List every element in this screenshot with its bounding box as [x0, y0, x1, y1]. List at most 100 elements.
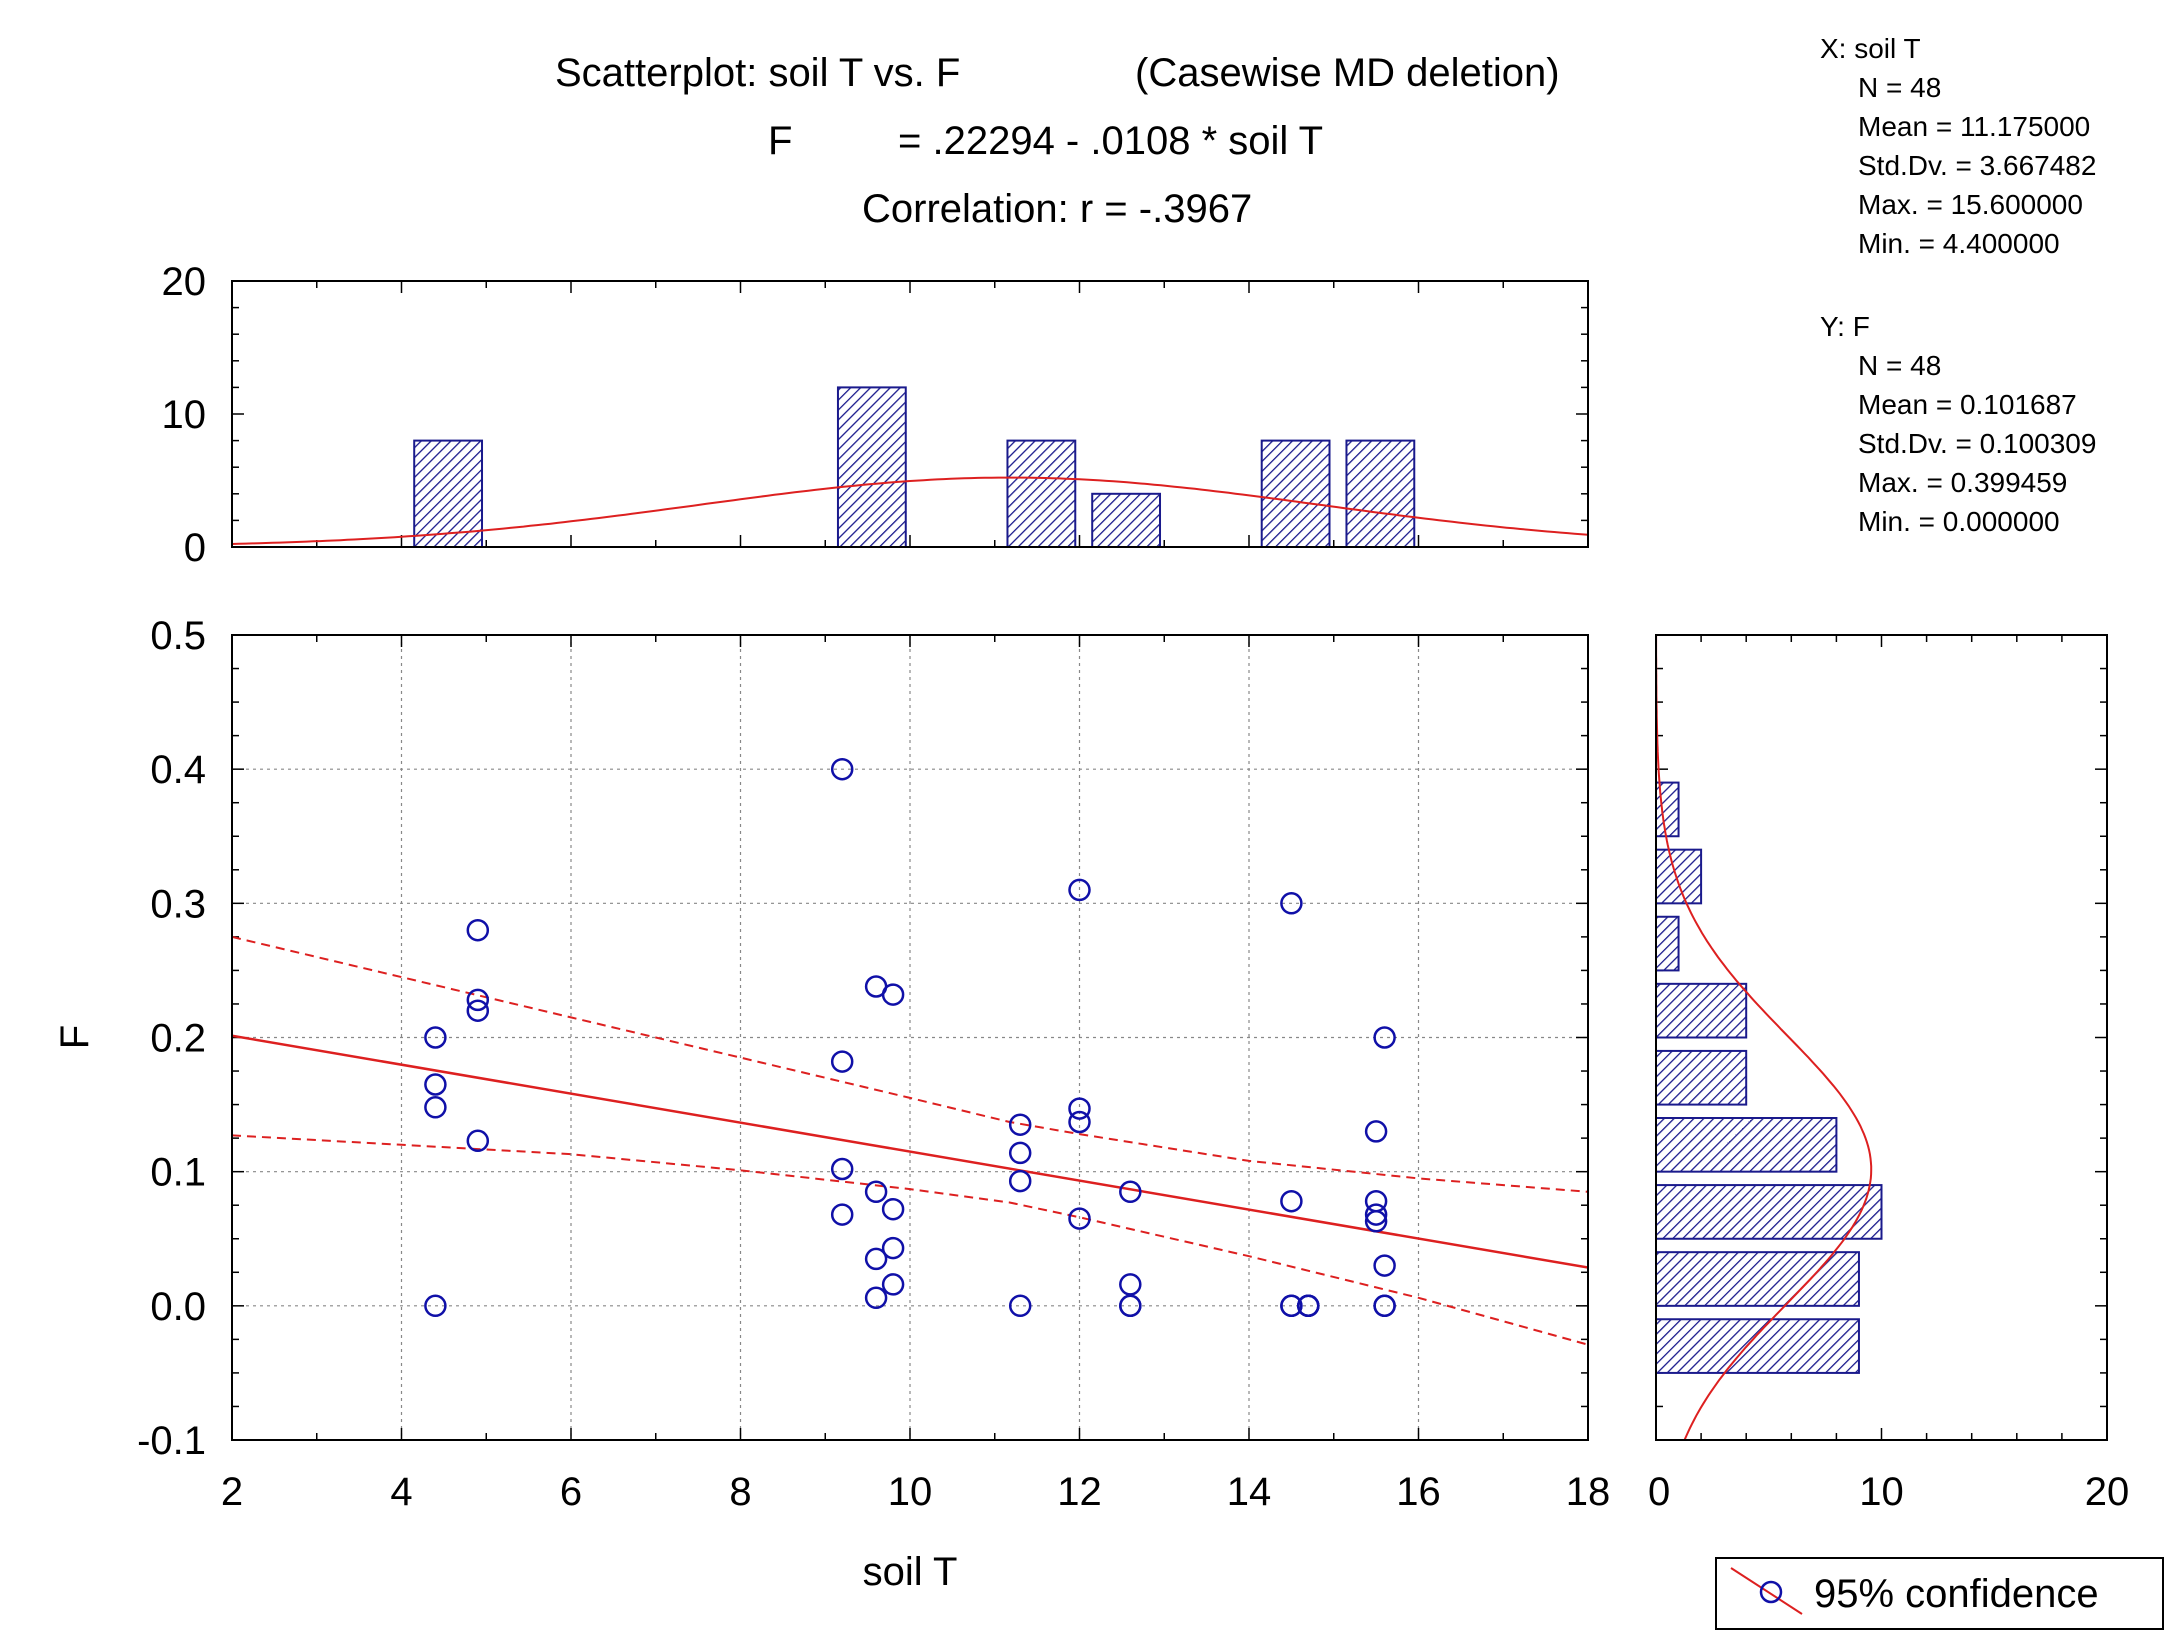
data-point — [1119, 1180, 1142, 1204]
histogram-bar — [1091, 492, 1162, 547]
stats-x-line: Max. = 15.600000 — [1858, 189, 2083, 220]
data-point — [1008, 1113, 1032, 1136]
legend: 95% confidence — [1715, 1557, 2164, 1630]
data-point — [881, 1273, 905, 1296]
histogram-bar — [1656, 1318, 1860, 1374]
stats-y-line: N = 48 — [1858, 350, 1941, 381]
y-tick-label: 0.0 — [150, 1285, 206, 1329]
histogram-bar — [1656, 982, 1748, 1039]
data-point — [1364, 1120, 1388, 1143]
x-tick-label: 6 — [560, 1470, 582, 1514]
title-line-1-suffix: (Casewise MD deletion) — [1135, 51, 1560, 95]
legend-box — [1715, 1557, 2164, 1630]
title-equation-rhs: = .22294 - .0108 * soil T — [898, 119, 1323, 163]
histogram-frame — [231, 280, 1589, 548]
histogram-count-label: 0 — [184, 526, 206, 570]
histogram-count-label: 10 — [1859, 1470, 1904, 1514]
y-histogram-panel: 0 10 20 — [1648, 634, 2130, 1514]
data-point — [1068, 1110, 1091, 1134]
x-histogram-panel: 0 10 20 — [162, 260, 1589, 570]
data-point — [424, 1294, 447, 1318]
stats-x: X: soil T N = 48 Mean = 11.175000 Std.Dv… — [1820, 33, 2096, 259]
data-point — [1373, 1026, 1396, 1049]
stats-x-line: Mean = 11.175000 — [1858, 111, 2090, 142]
data-point — [1008, 1169, 1032, 1193]
x-tick-label: 12 — [1057, 1470, 1102, 1514]
histogram-bar — [1345, 439, 1416, 547]
legend-label: 95% confidence — [1814, 1572, 2099, 1616]
x-tick-label: 2 — [221, 1470, 243, 1514]
data-point — [830, 1157, 854, 1181]
data-point — [1119, 1294, 1142, 1318]
data-point — [1068, 878, 1091, 902]
histogram-bar — [413, 439, 484, 547]
stats-y-line: Max. = 0.399459 — [1858, 467, 2067, 498]
data-point — [830, 757, 854, 781]
data-point — [466, 918, 490, 942]
data-point — [1068, 1207, 1091, 1230]
data-point — [1373, 1254, 1396, 1277]
title-line-1: Scatterplot: soil T vs. F — [555, 51, 960, 95]
y-tick-label: 0.5 — [150, 614, 206, 658]
stats-y-line: Y: F — [1820, 311, 1870, 342]
histogram-bar — [1656, 848, 1703, 905]
data-point — [1364, 1210, 1388, 1233]
plot-frame — [231, 634, 1589, 1441]
stats-x-line: Min. = 4.400000 — [1858, 228, 2060, 259]
stats-y: Y: F N = 48 Mean = 0.101687 Std.Dv. = 0.… — [1820, 311, 2096, 537]
histogram-bar — [1656, 1117, 1838, 1173]
y-tick-label: 0.4 — [150, 748, 206, 792]
histogram-count-label: 10 — [162, 393, 207, 437]
normal-curve — [232, 476, 1588, 545]
data-point — [881, 1197, 905, 1221]
title-correlation: Correlation: r = -.3967 — [862, 187, 1252, 231]
data-point — [830, 1203, 854, 1226]
histogram-bar — [1006, 439, 1077, 547]
histogram-bar — [1656, 781, 1680, 838]
data-point — [830, 1050, 854, 1073]
data-point — [1008, 1141, 1032, 1165]
data-point — [1373, 1294, 1396, 1318]
stats-x-line: N = 48 — [1858, 72, 1941, 103]
stats-y-line: Mean = 0.101687 — [1858, 389, 2077, 420]
data-point — [1280, 1189, 1303, 1213]
legend-marker-icon — [1759, 1580, 1783, 1604]
data-point — [466, 988, 490, 1012]
y-tick-label: 0.1 — [150, 1151, 206, 1195]
data-point — [466, 999, 490, 1022]
data-point — [1068, 1097, 1091, 1120]
data-point — [864, 1286, 888, 1310]
stats-y-line: Min. = 0.000000 — [1858, 506, 2060, 537]
histogram-frame — [1655, 634, 2108, 1441]
data-point — [881, 1236, 905, 1260]
data-point — [466, 1129, 490, 1153]
x-tick-label: 14 — [1227, 1470, 1272, 1514]
y-tick-label: 0.3 — [150, 882, 206, 926]
data-point — [1008, 1294, 1032, 1318]
data-point — [1280, 892, 1303, 915]
x-tick-label: 4 — [390, 1470, 412, 1514]
histogram-bar — [1656, 1049, 1748, 1106]
x-tick-label: 18 — [1566, 1470, 1611, 1514]
stats-x-line: X: soil T — [1820, 33, 1921, 64]
histogram-bar — [1260, 439, 1331, 547]
y-axis-label: F — [53, 1025, 97, 1049]
data-point — [864, 1180, 888, 1204]
data-point — [1119, 1273, 1142, 1296]
data-point — [1280, 1294, 1303, 1318]
histogram-bar — [1656, 1184, 1883, 1240]
histogram-area — [1656, 635, 1883, 1440]
histogram-count-label: 20 — [162, 260, 207, 304]
data-point — [424, 1026, 447, 1049]
x-tick-label: 10 — [888, 1470, 933, 1514]
histogram-count-label: 20 — [2085, 1470, 2130, 1514]
normal-curve — [1656, 635, 1873, 1440]
data-point — [424, 1073, 447, 1096]
histogram-count-label: 0 — [1648, 1470, 1670, 1514]
stats-x-line: Std.Dv. = 3.667482 — [1858, 150, 2096, 181]
data-point — [424, 1096, 447, 1119]
x-tick-label: 16 — [1396, 1470, 1441, 1514]
data-point — [864, 1247, 888, 1271]
chart-title: Scatterplot: soil T vs. F (Casewise MD d… — [555, 51, 1560, 231]
